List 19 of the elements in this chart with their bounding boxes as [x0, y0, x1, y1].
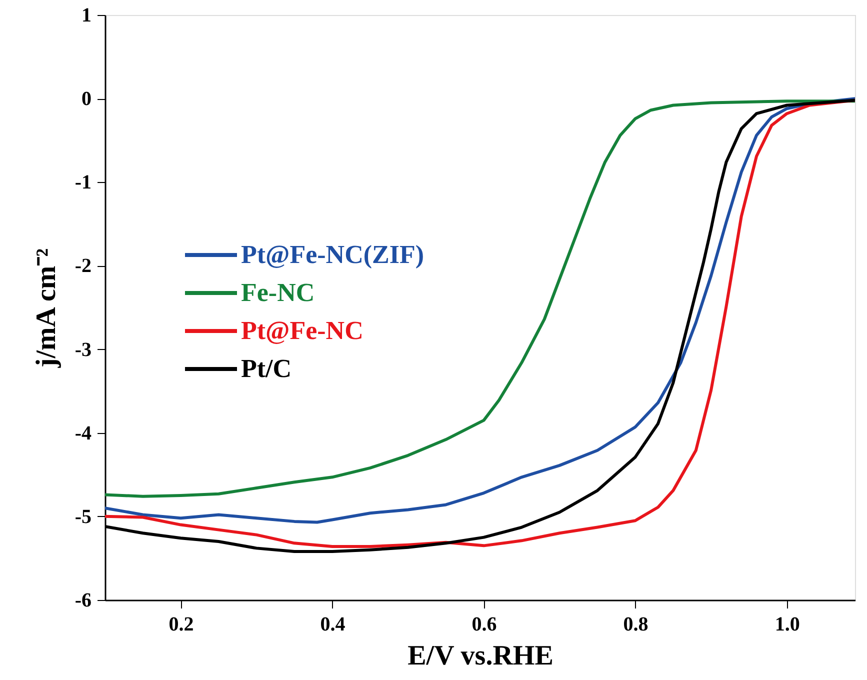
x-tick-label: 0.4 [320, 614, 346, 636]
x-tick-label: 0.2 [168, 614, 194, 636]
x-tick-label: 1.0 [774, 614, 800, 636]
y-tick-label: -2 [74, 255, 92, 278]
y-tick-label: -1 [74, 172, 92, 194]
y-tick-label: -5 [74, 506, 92, 528]
y-tick-label: 0 [82, 88, 92, 110]
legend-label: Pt@Fe-NC [241, 316, 364, 345]
legend-label: Fe-NC [241, 278, 315, 307]
y-axis-title: j/mA cm⁻² [30, 248, 62, 369]
legend-label: Pt@Fe-NC(ZIF) [241, 240, 424, 269]
x-axis-title: E/V vs.RHE [408, 640, 554, 672]
y-tick-label: -6 [74, 590, 92, 612]
x-tick-label: 0.8 [623, 614, 648, 636]
x-tick-label: 0.6 [472, 614, 497, 636]
y-tick-label: -3 [74, 338, 92, 361]
y-tick-label: 1 [82, 4, 92, 26]
legend-label: Pt/C [241, 354, 292, 383]
y-tick-label: -4 [74, 422, 92, 444]
